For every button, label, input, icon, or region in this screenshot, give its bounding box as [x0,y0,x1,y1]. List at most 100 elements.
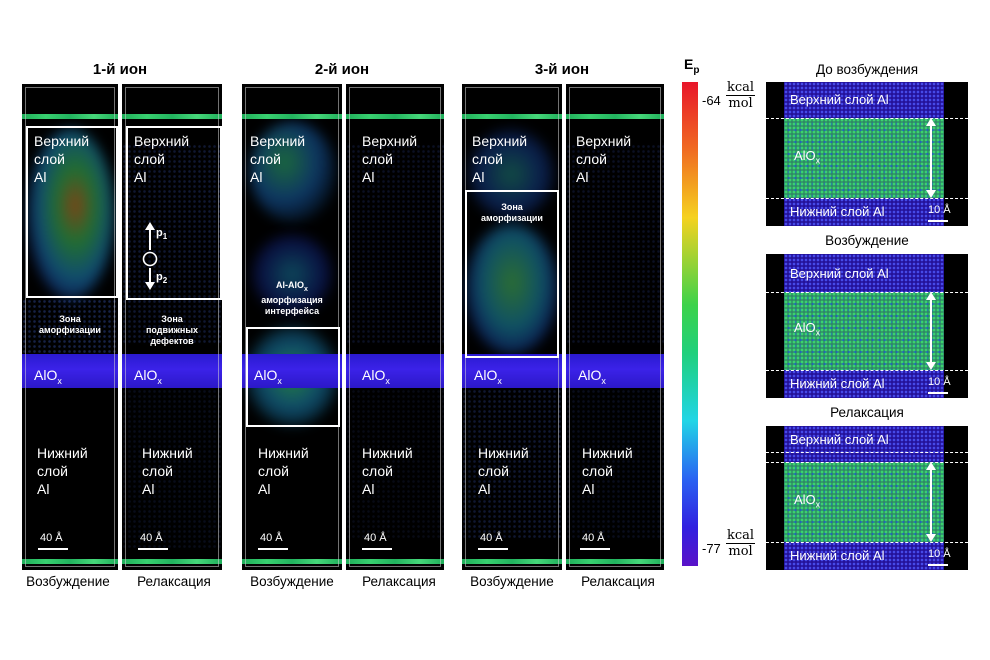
upper-layer-label: Верхний слой Al [362,133,418,185]
caption-excitation-3: Возбуждение [470,574,554,589]
arrow-head-down [926,534,936,542]
caption-relaxation-3: Релаксация [581,574,655,589]
caption-excitation-2: Возбуждение [250,574,334,589]
lower-layer-label: Нижний слой Al [790,548,885,563]
scale-bar [928,564,948,566]
arrow-head-up [926,292,936,300]
upper-layer-label: Верхний слой Al [790,432,889,447]
oxide-label: AlOx [794,148,821,166]
upper-layer-label: Верхний слой Al [34,133,90,185]
oxide-label: AlOx [794,320,821,338]
oxide-label: AlOx [134,367,162,386]
scale-bar [258,548,288,550]
arrow-head-down [926,362,936,370]
right-panel-relaxation: Верхний слой Al AlOx Нижний слой Al 10 Å [766,426,968,570]
lower-interface-line [766,198,968,199]
caption-excitation-1: Возбуждение [26,574,110,589]
lower-layer-label: Нижний слой Al [790,204,885,219]
right-title-before: До возбуждения [815,62,919,77]
ion-title-2: 2-й ион [314,61,370,78]
dipole-diagram [142,222,158,290]
upper-interface-line-a [766,452,968,453]
ion-title-3: 3-й ион [534,61,590,78]
upper-layer-label: Верхний слой Al [576,133,632,185]
colorbar-max-unit: kcal mol [726,80,756,111]
upper-interface-line [766,118,968,119]
scale-label: 40 Å [582,532,605,544]
caption-relaxation-1: Релаксация [137,574,211,589]
oxide-label: AlOx [34,367,62,386]
arrow-head-up [926,118,936,126]
upper-layer-label: Верхний слой Al [472,133,528,185]
thickness-arrow [926,118,936,198]
upper-layer-label: Верхний слой Al [250,133,306,185]
panel-ion3-excitation: Верхний слой Al Зона аморфизации AlOx Нижни… [462,84,562,570]
lower-layer-label: Нижний слой Al [582,445,633,497]
thickness-arrow [926,462,936,542]
scale-label: 40 Å [140,532,163,544]
p2-label: p2 [156,271,168,286]
upper-layer-label: Верхний слой Al [790,92,889,107]
arrow-down-head [145,282,155,290]
colorbar-label: Ep [684,56,700,76]
lower-interface-line [766,542,968,543]
scale-bar [362,548,392,550]
oxide-label: AlOx [578,367,606,386]
scale-bar [38,548,68,550]
interface-amorphization-label: Al-AlOx аморфизация интерфейса [261,280,323,316]
lower-layer-label: Нижний слой Al [362,445,413,497]
oxide-label: AlOx [474,367,502,386]
right-title-relaxation: Релаксация [830,405,904,420]
scale-label: 40 Å [480,532,503,544]
panel-ion2-relaxation: Верхний слой Al AlOx Нижний слой Al 40 Å [346,84,444,570]
upper-layer-label: Верхний слой Al [790,266,889,281]
scale-label: 10 Å [928,376,951,388]
mobile-defects-label: Зона подвижных дефектов [145,314,199,346]
p1-label: p1 [156,227,168,242]
ion-circle [142,251,158,267]
scale-bar [478,548,508,550]
panel-ion1-relaxation: Верхний слой Al p1 p2 Зона подвижных дефекто… [122,84,222,570]
upper-interface-line-b [766,462,968,463]
scale-bar [138,548,168,550]
scale-label: 10 Å [928,204,951,216]
colorbar-min: -77 [702,541,721,556]
arrow-head-down [926,190,936,198]
interface-box [246,327,340,427]
colorbar-max: -64 [702,93,721,108]
caption-relaxation-2: Релаксация [362,574,436,589]
amorphization-zone-label: Зона аморфизации [39,314,101,335]
scale-bar [928,392,948,394]
amorphization-zone-label-3: Зона аморфизации [481,202,543,223]
right-title-excitation: Возбуждение [825,233,909,248]
ion-title-1: 1-й ион [92,61,148,78]
lower-layer-label: Нижний слой Al [142,445,193,497]
scale-label: 40 Å [260,532,283,544]
arrow-head-up [926,462,936,470]
lower-layer-label: Нижний слой Al [37,445,88,497]
scale-label: 40 Å [40,532,63,544]
colorbar-min-unit: kcal mol [726,528,756,559]
scale-bar [928,220,948,222]
lower-interface-line [766,370,968,371]
amorphization-box [26,126,118,298]
upper-interface-line [766,292,968,293]
arrow-up-head [145,222,155,230]
right-panel-excitation: Верхний слой Al AlOx Нижний слой Al 10 Å [766,254,968,398]
panel-ion3-relaxation: Верхний слой Al AlOx Нижний слой Al 40 Å [566,84,664,570]
amorphization-box-3 [465,190,559,358]
upper-layer-label: Верхний слой Al [134,133,190,185]
oxide-label: AlOx [794,492,821,510]
panel-ion1-excitation: Верхний слой Al Зона аморфизации AlOx Нижни… [22,84,118,570]
colorbar [682,82,698,566]
panel-ion2-excitation: Верхний слой Al Al-AlOx аморфизация интерфей… [242,84,342,570]
oxide-label: AlOx [254,367,282,386]
scale-bar [580,548,610,550]
thickness-arrow [926,292,936,370]
mobile-defects-box [126,126,222,300]
oxide-label: AlOx [362,367,390,386]
right-panel-before: Верхний слой Al AlOx Нижний слой Al 10 Å [766,82,968,226]
scale-label: 40 Å [364,532,387,544]
lower-layer-label: Нижний слой Al [790,376,885,391]
lower-layer-label: Нижний слой Al [258,445,309,497]
